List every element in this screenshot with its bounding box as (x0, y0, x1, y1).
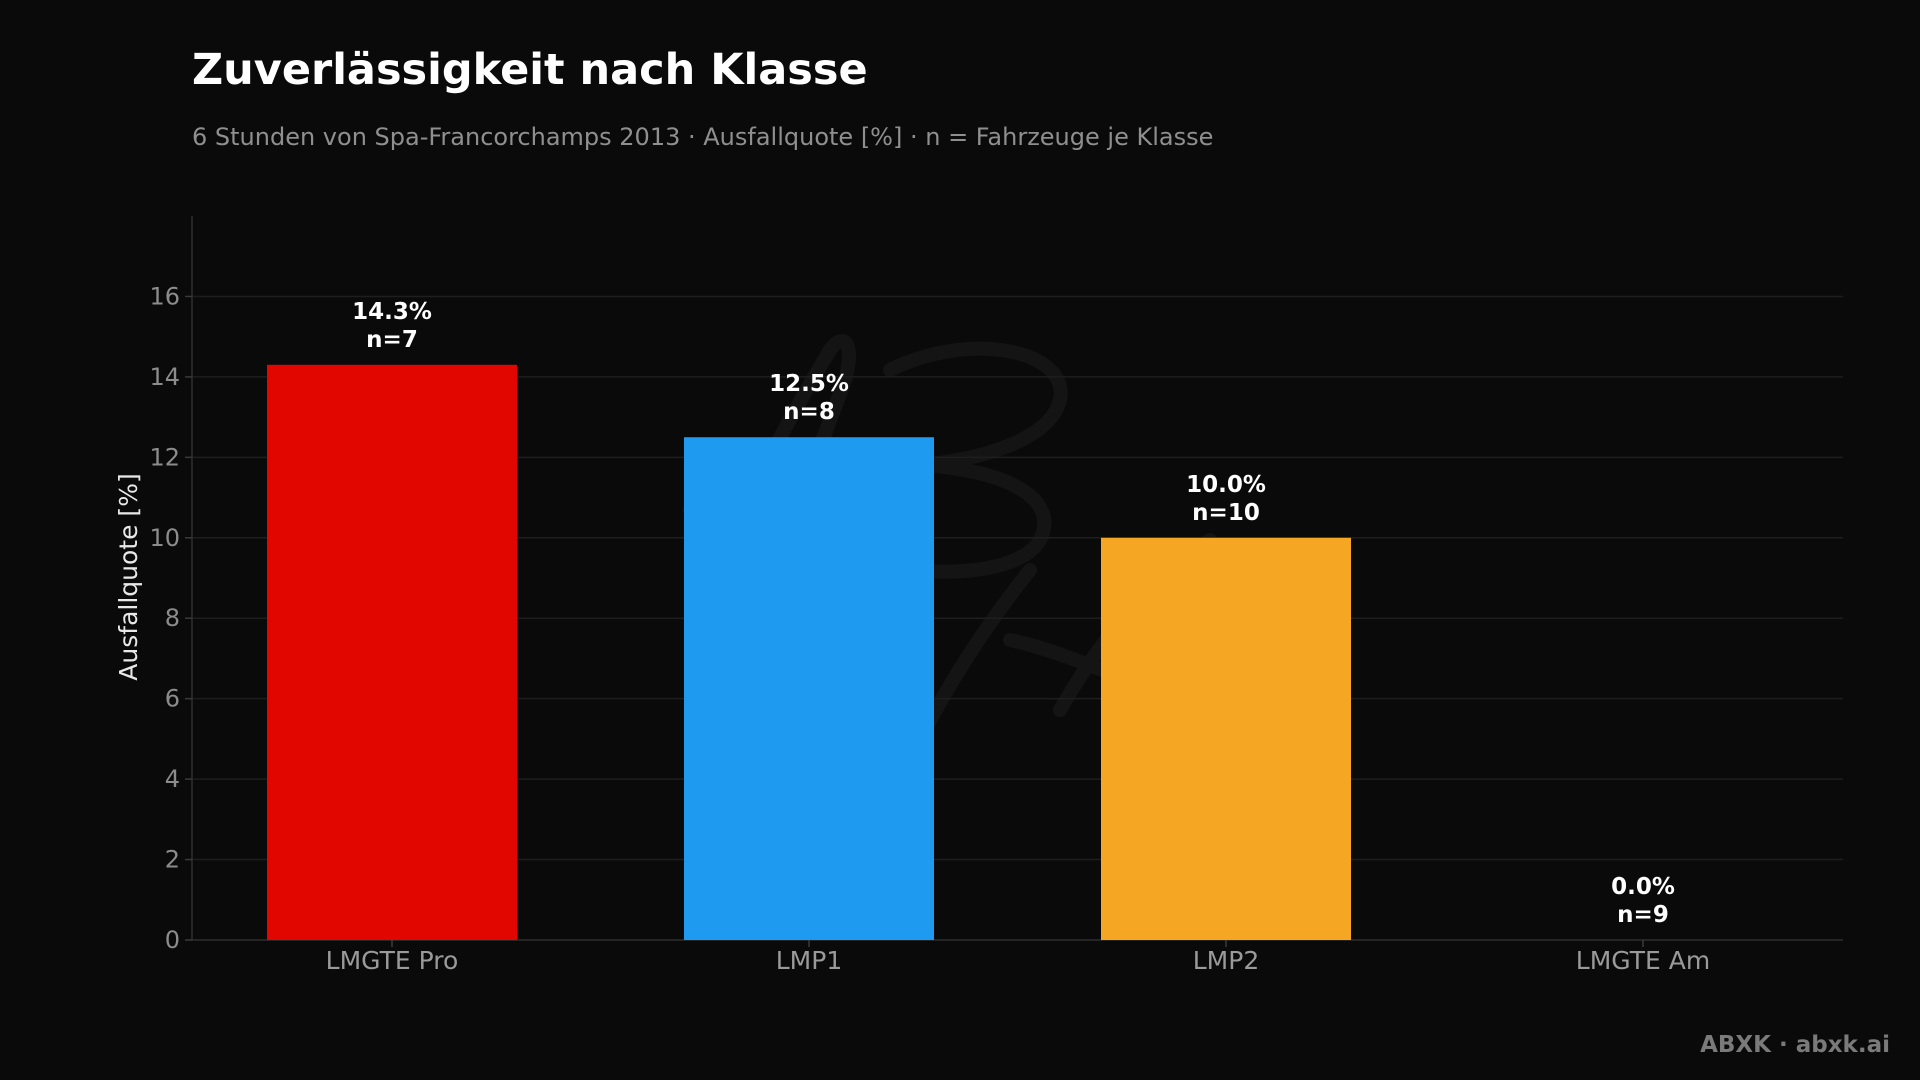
bar-count-label: n=10 (1192, 500, 1260, 526)
x-tick-label: LMP2 (1193, 946, 1259, 975)
x-axis-ticks: LMGTE Pro LMP1 LMP2 LMGTE Am (326, 940, 1710, 975)
bar-value-label: 10.0% (1186, 472, 1266, 498)
y-tick-label: 12 (149, 443, 180, 471)
bar-value-label: 12.5% (769, 371, 849, 397)
title-block: Zuverlässigkeit nach Klasse 6 Stunden vo… (192, 45, 1213, 151)
chart-title: Zuverlässigkeit nach Klasse (192, 45, 868, 95)
x-tick-label: LMGTE Am (1576, 946, 1710, 975)
bars (267, 364, 1351, 940)
x-tick-label: LMGTE Pro (326, 946, 459, 975)
bar-count-label: n=9 (1617, 902, 1669, 928)
y-tick-label: 14 (149, 363, 180, 391)
bar-count-label: n=7 (366, 327, 418, 353)
bar-value-label: 0.0% (1611, 874, 1675, 900)
bar-lmgte-pro (267, 364, 517, 940)
y-tick-label: 16 (149, 282, 180, 310)
bar-lmp2 (1101, 537, 1351, 940)
y-tick-label: 10 (149, 524, 180, 552)
bar-value-label: 14.3% (352, 299, 432, 325)
y-axis-ticks: 0 2 4 6 8 10 12 14 16 (149, 282, 192, 954)
bar-value-labels: 14.3%n=7 12.5%n=8 10.0%n=10 0.0%n=9 (352, 299, 1675, 928)
y-tick-label: 2 (165, 846, 180, 874)
y-tick-label: 0 (165, 926, 180, 954)
chart-subtitle: 6 Stunden von Spa-Francorchamps 2013 · A… (192, 123, 1213, 151)
y-tick-label: 4 (165, 765, 180, 793)
x-tick-label: LMP1 (776, 946, 842, 975)
y-tick-label: 8 (165, 604, 180, 632)
brand-credit: ABXK · abxk.ai (1700, 1032, 1890, 1058)
bar-lmp1 (684, 437, 934, 940)
y-tick-label: 6 (165, 685, 180, 713)
bar-count-label: n=8 (783, 399, 835, 425)
y-axis-label: Ausfallquote [%] (114, 473, 143, 680)
